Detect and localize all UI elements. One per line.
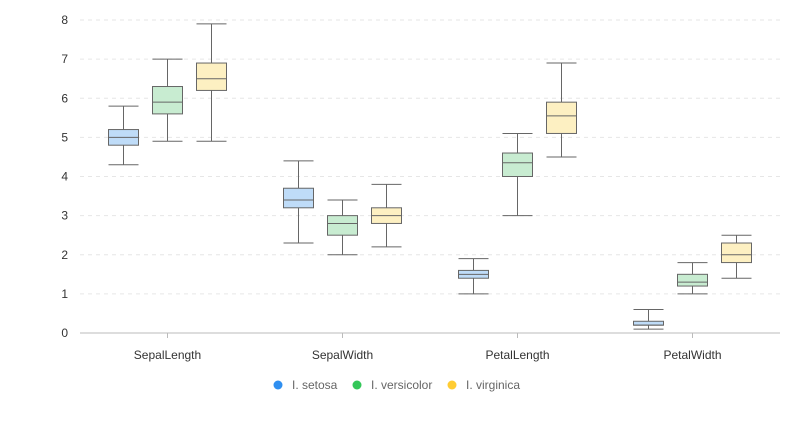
box-iqr [327,215,358,236]
x-tick-label: SepalLength [134,348,201,362]
box-i-versicolor-petallength [502,132,533,217]
box-i-versicolor-petalwidth [677,262,708,295]
box-i-setosa-petalwidth [633,309,664,330]
legend-item: I. versicolor [352,378,432,392]
legend-marker [447,380,457,390]
legend-item: I. setosa [273,378,338,392]
y-tick-label: 0 [61,326,68,340]
y-tick-label: 2 [61,248,68,262]
box-i-virginica-petalwidth [721,234,752,279]
legend-item: I. virginica [447,378,520,392]
box-i-virginica-sepallength [196,23,227,142]
x-tick-label: PetalWidth [663,348,721,362]
y-tick-label: 7 [61,52,68,66]
box-i-setosa-sepallength [108,105,139,166]
x-tick-label: SepalWidth [312,348,373,362]
box-iqr [502,152,533,177]
box-iqr [677,273,708,287]
y-tick-label: 6 [61,91,68,105]
grid-lines [80,19,780,295]
box-i-setosa-petallength [458,258,489,295]
x-tick-label: PetalLength [485,348,549,362]
box-iqr [721,242,752,264]
box-i-virginica-petallength [546,62,577,158]
box-iqr [152,86,183,115]
legend-marker [273,380,283,390]
legend-label: I. versicolor [371,378,432,392]
box-i-versicolor-sepallength [152,58,183,142]
axes: 0 1 2 3 4 5 6 7 8 SepalLength SepalWidth PetalLengt… [61,13,780,362]
legend-marker [352,380,362,390]
box-iqr [633,320,664,326]
legend: I. setosa I. versicolor I. virginica [273,378,520,392]
legend-label: I. setosa [292,378,338,392]
y-tick-label: 1 [61,287,68,301]
box-series [108,23,752,330]
box-iqr [196,62,227,91]
box-i-setosa-sepalwidth [283,160,314,244]
box-iqr [283,187,314,209]
box-i-virginica-sepalwidth [371,183,402,248]
y-tick-label: 4 [61,170,68,184]
box-i-versicolor-sepalwidth [327,199,358,256]
legend-label: I. virginica [466,378,520,392]
y-tick-label: 3 [61,209,68,223]
box-iqr [546,101,577,134]
y-tick-label: 8 [61,13,68,27]
y-tick-label: 5 [61,130,68,144]
